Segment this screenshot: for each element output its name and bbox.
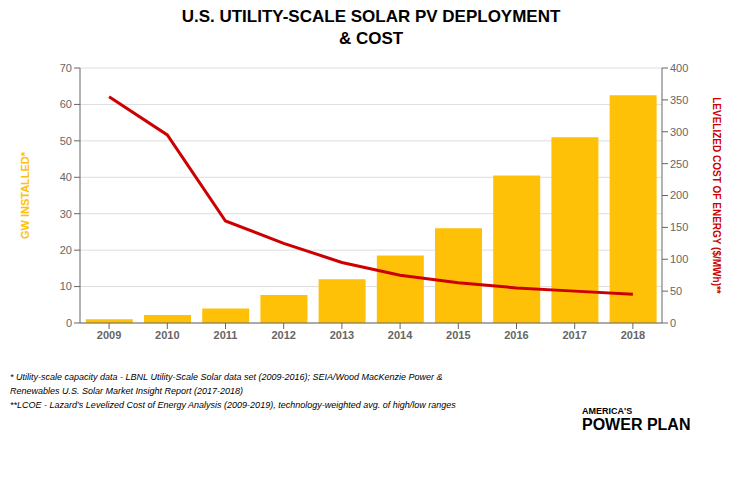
html-text:Renewables U.S. Solar Market I: Renewables U.S. Solar Market Insight Rep… [10,386,244,396]
svg-text:150: 150 [670,221,688,233]
svg-text:2017: 2017 [562,329,586,341]
svg-text:2015: 2015 [446,329,470,341]
html-text:**LCOE - Lazard’s Levelized Co: **LCOE - Lazard’s Levelized Cost of Ener… [10,400,456,410]
svg-text:2014: 2014 [388,329,413,341]
svg-text:0: 0 [670,317,676,329]
html-text:& COST: & COST [338,29,404,48]
svg-text:2012: 2012 [271,329,295,341]
svg-text:50: 50 [670,285,682,297]
svg-text:30: 30 [60,208,72,220]
svg-text:2010: 2010 [155,329,179,341]
html-text:* Utility-scale capacity data: * Utility-scale capacity data - LBNL Uti… [10,372,443,382]
svg-text:300: 300 [670,126,688,138]
svg-text:60: 60 [60,98,72,110]
svg-text:100: 100 [670,253,688,265]
svg-text:0: 0 [66,317,72,329]
svg-text:2009: 2009 [97,329,121,341]
svg-text:350: 350 [670,94,688,106]
svg-text:10: 10 [60,280,72,292]
svg-text:200: 200 [670,189,688,201]
svg-text:2016: 2016 [504,329,528,341]
svg-text:70: 70 [60,62,72,74]
svg-text:20: 20 [60,244,72,256]
html-text:U.S. UTILITY-SCALE SOLAR PV DE: U.S. UTILITY-SCALE SOLAR PV DEPLOYMENT [181,7,561,26]
html-text:POWER PLAN: POWER PLAN [582,416,691,433]
svg-text:400: 400 [670,62,688,74]
svg-text:2011: 2011 [214,329,238,341]
svg-text:LEVELIZED COST OF ENERGY ($/MW: LEVELIZED COST OF ENERGY ($/MWh)** [711,97,722,294]
svg-text:250: 250 [670,158,688,170]
svg-text:GW INSTALLED*: GW INSTALLED* [19,151,31,239]
html-text:AMERICA'S: AMERICA'S [582,406,633,416]
svg-text:2013: 2013 [330,329,354,341]
svg-text:40: 40 [60,171,72,183]
svg-text:50: 50 [60,135,72,147]
svg-text:2018: 2018 [621,329,645,341]
